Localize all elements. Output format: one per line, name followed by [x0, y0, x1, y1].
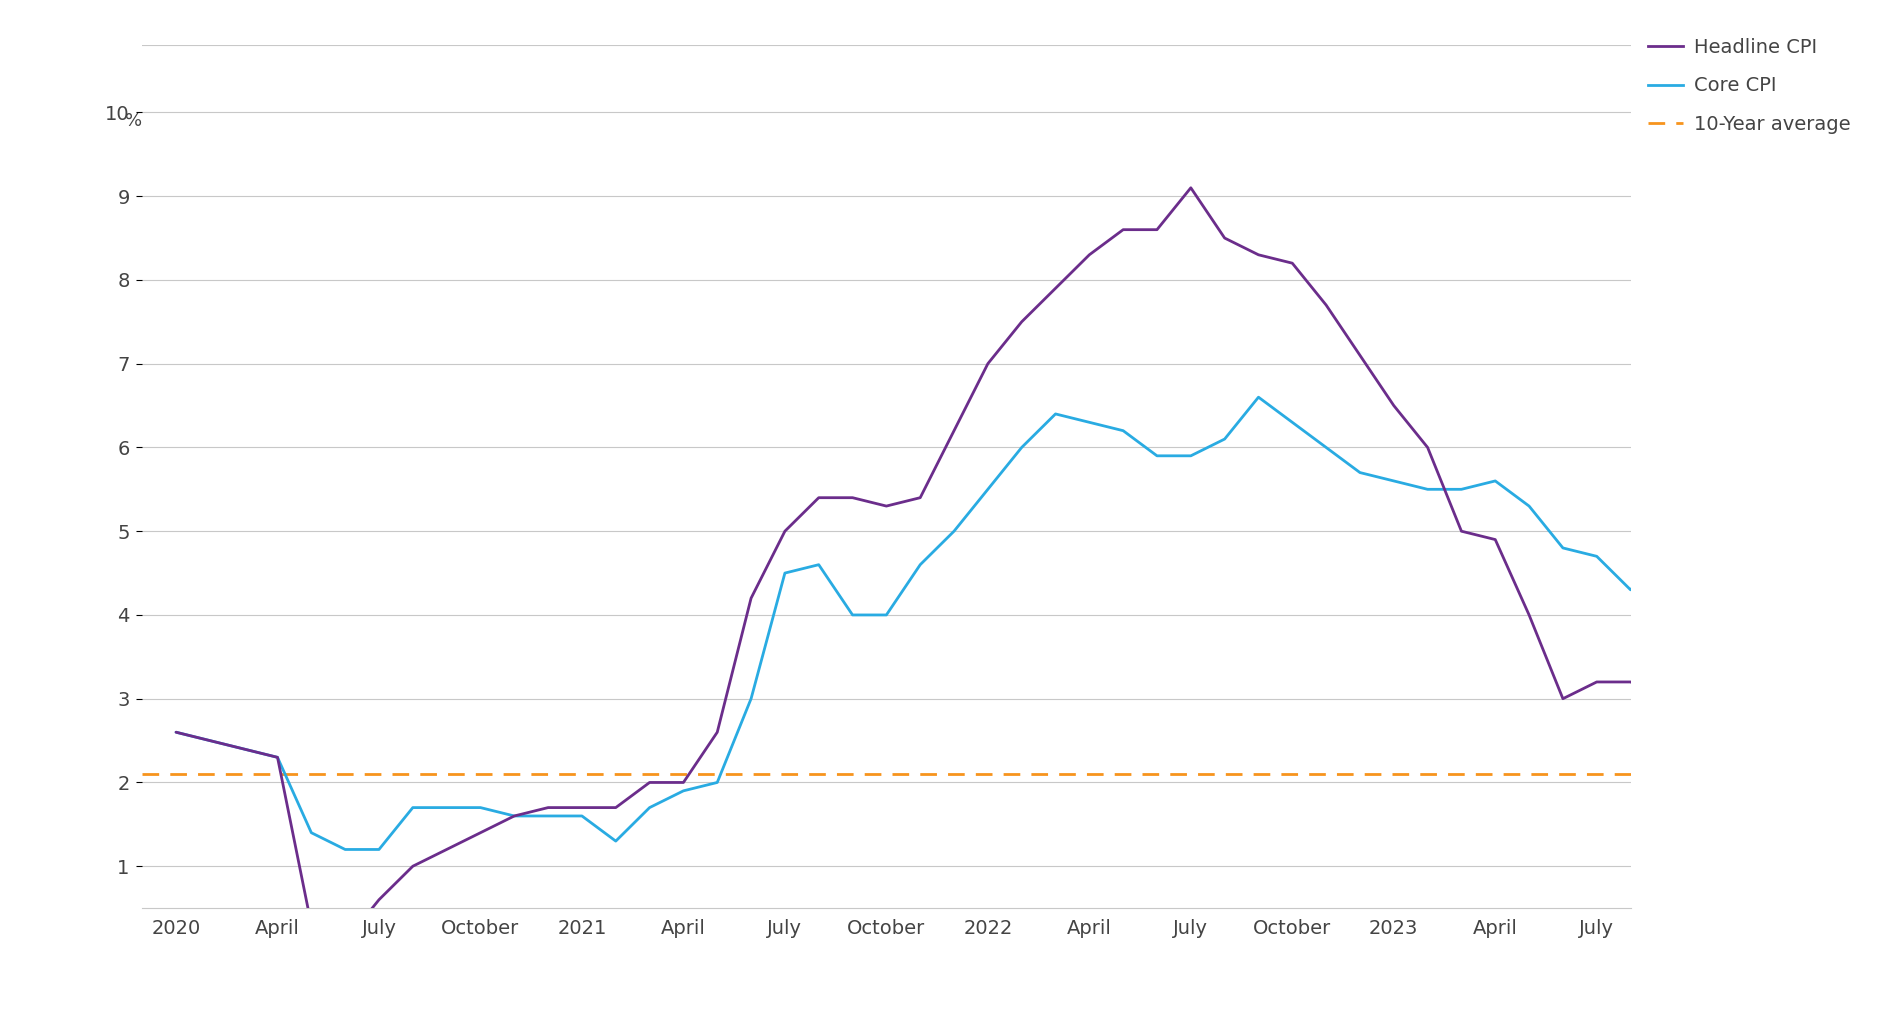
Legend: Headline CPI, Core CPI, 10-Year average: Headline CPI, Core CPI, 10-Year average	[1648, 38, 1850, 134]
Text: %: %	[125, 112, 142, 130]
